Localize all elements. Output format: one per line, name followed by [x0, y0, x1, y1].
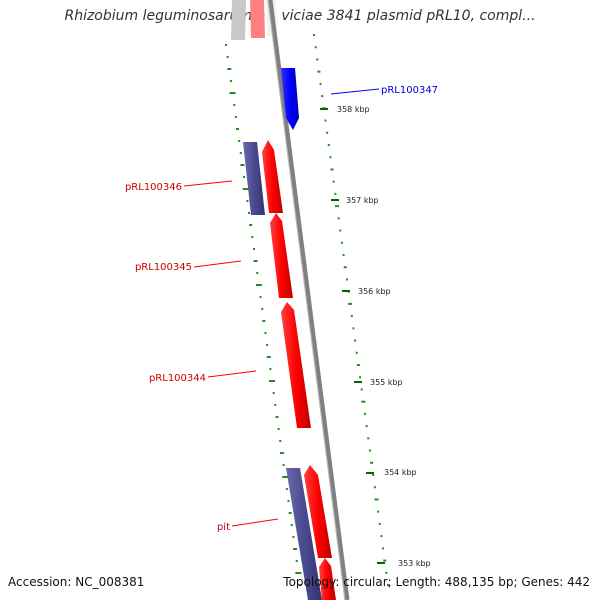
leader-pit — [231, 518, 279, 527]
gc-skew-track-left — [225, 44, 302, 586]
tick-label-355: 355 kbp — [370, 378, 403, 387]
gene-pit-purple — [286, 468, 322, 600]
gene-prl100346-purple — [243, 142, 265, 215]
ruler-labels: 358 kbp 357 kbp 356 kbp 355 kbp 354 kbp … — [337, 105, 431, 568]
leader-prl100346 — [183, 180, 233, 187]
gene-faded-red — [250, 0, 265, 38]
topology-label: Topology: circular; Length: 488,135 bp; … — [283, 575, 590, 589]
plasmid-backbone — [267, 0, 350, 600]
gene-label-prl100347[interactable]: pRL100347 — [381, 85, 438, 96]
gene-prl100347[interactable] — [281, 68, 299, 130]
gene-prl100344[interactable] — [281, 302, 311, 428]
gene-prl100346[interactable] — [262, 140, 283, 213]
gene-faded-gray — [231, 0, 246, 40]
map-title: Rhizobium leguminosarum bv. viciae 3841 … — [64, 8, 536, 24]
gene-label-prl100345[interactable]: pRL100345 — [135, 262, 192, 273]
leader-prl100344 — [207, 370, 257, 378]
gene-label-prl100344[interactable]: pRL100344 — [149, 373, 206, 384]
ruler-ticks — [320, 108, 385, 564]
gene-label-pit[interactable]: pit — [217, 522, 230, 533]
tick-label-357: 357 kbp — [346, 196, 379, 205]
gene-prl100345[interactable] — [270, 213, 293, 298]
tick-label-358: 358 kbp — [337, 105, 370, 114]
gene-pit[interactable] — [304, 465, 332, 558]
leader-prl100345 — [193, 260, 242, 268]
tick-label-354: 354 kbp — [384, 468, 417, 477]
gene-label-prl100346[interactable]: pRL100346 — [125, 182, 182, 193]
gene-bottom-red — [319, 558, 336, 600]
gc-content-track-right — [313, 34, 389, 586]
leader-prl100347 — [330, 88, 380, 95]
accession-label: Accession: NC_008381 — [8, 575, 145, 589]
plasmid-backbone-highlight — [267, 0, 346, 600]
tick-label-353: 353 kbp — [398, 559, 431, 568]
tick-label-356: 356 kbp — [358, 287, 391, 296]
